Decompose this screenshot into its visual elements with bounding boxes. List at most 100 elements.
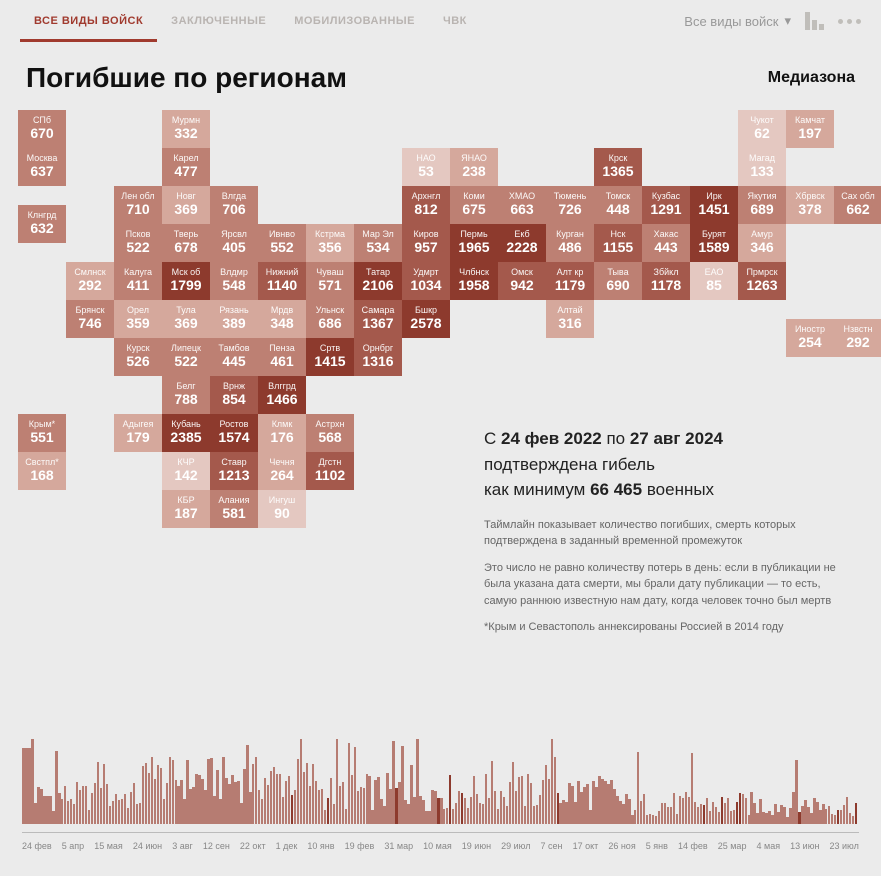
region-cell[interactable]: Тамбов445 xyxy=(210,338,258,376)
tab-pmc[interactable]: ЧВК xyxy=(429,0,481,42)
region-cell[interactable]: Архнгл812 xyxy=(402,186,450,224)
region-cell[interactable]: Камчат197 xyxy=(786,110,834,148)
region-cell[interactable]: Адыгея179 xyxy=(114,414,162,452)
region-cell[interactable]: Иностр254 xyxy=(786,319,834,357)
region-cell[interactable]: Орел359 xyxy=(114,300,162,338)
tab-mobilized[interactable]: МОБИЛИЗОВАННЫЕ xyxy=(280,0,429,42)
axis-tick-label: 12 сен xyxy=(203,841,230,851)
region-cell[interactable]: Новг369 xyxy=(162,186,210,224)
region-cell[interactable]: Омск942 xyxy=(498,262,546,300)
region-cell[interactable]: Бурят1589 xyxy=(690,224,738,262)
region-cell[interactable]: Алт кр1179 xyxy=(546,262,594,300)
region-cell[interactable]: Сртв1415 xyxy=(306,338,354,376)
region-cell[interactable]: Орнбрг1316 xyxy=(354,338,402,376)
tab-prisoners[interactable]: ЗАКЛЮЧЕННЫЕ xyxy=(157,0,280,42)
region-cell[interactable]: Якутия689 xyxy=(738,186,786,224)
region-cell[interactable]: Екб2228 xyxy=(498,224,546,262)
region-cell[interactable]: КБР187 xyxy=(162,490,210,528)
region-cell[interactable]: Тюмень726 xyxy=(546,186,594,224)
region-cell[interactable]: Алания581 xyxy=(210,490,258,528)
region-cell[interactable]: ЕАО85 xyxy=(690,262,738,300)
region-cell[interactable]: Мар Эл534 xyxy=(354,224,402,262)
region-cell[interactable]: Алтай316 xyxy=(546,300,594,338)
tab-all-forces[interactable]: ВСЕ ВИДЫ ВОЙСК xyxy=(20,0,157,42)
region-cell[interactable]: Члбнск1958 xyxy=(450,262,498,300)
region-cell[interactable]: Тверь678 xyxy=(162,224,210,262)
region-cell[interactable]: Влгда706 xyxy=(210,186,258,224)
annotation-p3: *Крым и Севастополь аннексированы Россие… xyxy=(484,619,844,636)
region-cell[interactable]: ХМАО663 xyxy=(498,186,546,224)
region-cell[interactable]: Мрдв348 xyxy=(258,300,306,338)
timeline-chart[interactable] xyxy=(22,734,859,824)
region-cell[interactable]: Томск448 xyxy=(594,186,642,224)
region-cell[interactable]: Врнж854 xyxy=(210,376,258,414)
region-cell[interactable]: Збйкл1178 xyxy=(642,262,690,300)
region-cell[interactable]: Крым*551 xyxy=(18,414,66,452)
region-cell[interactable]: Клмк176 xyxy=(258,414,306,452)
region-cell[interactable]: Мурмн332 xyxy=(162,110,210,148)
region-cell[interactable]: Магад133 xyxy=(738,148,786,186)
region-cell[interactable]: Ульнск686 xyxy=(306,300,354,338)
region-cell[interactable]: СПб670 xyxy=(18,110,66,148)
region-cell[interactable]: Курган486 xyxy=(546,224,594,262)
region-cell[interactable]: Кубань2385 xyxy=(162,414,210,452)
region-cell[interactable]: Удмрт1034 xyxy=(402,262,450,300)
region-cell[interactable]: Курск526 xyxy=(114,338,162,376)
region-cell[interactable]: Пермь1965 xyxy=(450,224,498,262)
filter-dropdown[interactable]: Все виды войск ▾ xyxy=(684,13,791,29)
region-cell[interactable]: Чечня264 xyxy=(258,452,306,490)
region-cell[interactable]: Кузбас1291 xyxy=(642,186,690,224)
region-cell[interactable]: Ростов1574 xyxy=(210,414,258,452)
region-cell[interactable]: Коми675 xyxy=(450,186,498,224)
region-cell[interactable]: Калуга411 xyxy=(114,262,162,300)
region-cell[interactable]: Чукот62 xyxy=(738,110,786,148)
region-cell[interactable]: Ингуш90 xyxy=(258,490,306,528)
region-cell[interactable]: Лен обл710 xyxy=(114,186,162,224)
region-cell[interactable]: Ставр1213 xyxy=(210,452,258,490)
region-cell[interactable]: Тула369 xyxy=(162,300,210,338)
region-cell[interactable]: Прмрск1263 xyxy=(738,262,786,300)
region-cell[interactable]: Хбрвск378 xyxy=(786,186,834,224)
region-cell[interactable]: Псков522 xyxy=(114,224,162,262)
region-cell[interactable]: Пенза461 xyxy=(258,338,306,376)
region-cell[interactable]: Ивнво552 xyxy=(258,224,306,262)
region-cell[interactable]: Хакас443 xyxy=(642,224,690,262)
bars-view-icon[interactable] xyxy=(805,12,824,30)
region-cell[interactable]: Татар2106 xyxy=(354,262,402,300)
more-icon[interactable] xyxy=(838,19,861,24)
region-cell[interactable]: Мск об1799 xyxy=(162,262,210,300)
region-cell[interactable]: Белг788 xyxy=(162,376,210,414)
region-cell[interactable]: Нзвстн292 xyxy=(834,319,881,357)
region-cell[interactable]: Рязань389 xyxy=(210,300,258,338)
region-cell[interactable]: Чуваш571 xyxy=(306,262,354,300)
region-cell[interactable]: Карел477 xyxy=(162,148,210,186)
region-value: 187 xyxy=(174,506,197,521)
region-cell[interactable]: Дгстн1102 xyxy=(306,452,354,490)
region-cell[interactable]: Кстрма356 xyxy=(306,224,354,262)
region-cell[interactable]: КЧР142 xyxy=(162,452,210,490)
region-cell[interactable]: Влдмр548 xyxy=(210,262,258,300)
region-cell[interactable]: Сах обл662 xyxy=(834,186,881,224)
region-cell[interactable]: Киров957 xyxy=(402,224,450,262)
region-cell[interactable]: Клнгрд632 xyxy=(18,205,66,243)
region-cell[interactable]: Влггрд1466 xyxy=(258,376,306,414)
region-cell[interactable]: Астрхн568 xyxy=(306,414,354,452)
region-cell[interactable]: Самара1367 xyxy=(354,300,402,338)
region-cell[interactable]: Москва637 xyxy=(18,148,66,186)
region-cell[interactable]: НАО53 xyxy=(402,148,450,186)
region-cell[interactable]: Амур346 xyxy=(738,224,786,262)
region-label: Чукот xyxy=(748,116,775,126)
region-cell[interactable]: Брянск746 xyxy=(66,300,114,338)
region-cell[interactable]: Крск1365 xyxy=(594,148,642,186)
region-value: 179 xyxy=(126,430,149,445)
region-cell[interactable]: Свстпл*168 xyxy=(18,452,66,490)
region-cell[interactable]: Нск1155 xyxy=(594,224,642,262)
region-cell[interactable]: Липецк522 xyxy=(162,338,210,376)
region-cell[interactable]: Ярсвл405 xyxy=(210,224,258,262)
region-cell[interactable]: Нижний1140 xyxy=(258,262,306,300)
region-cell[interactable]: Смлнск292 xyxy=(66,262,114,300)
region-cell[interactable]: ЯНАО238 xyxy=(450,148,498,186)
region-cell[interactable]: Тыва690 xyxy=(594,262,642,300)
region-cell[interactable]: Ирк1451 xyxy=(690,186,738,224)
region-cell[interactable]: Бшкр2578 xyxy=(402,300,450,338)
